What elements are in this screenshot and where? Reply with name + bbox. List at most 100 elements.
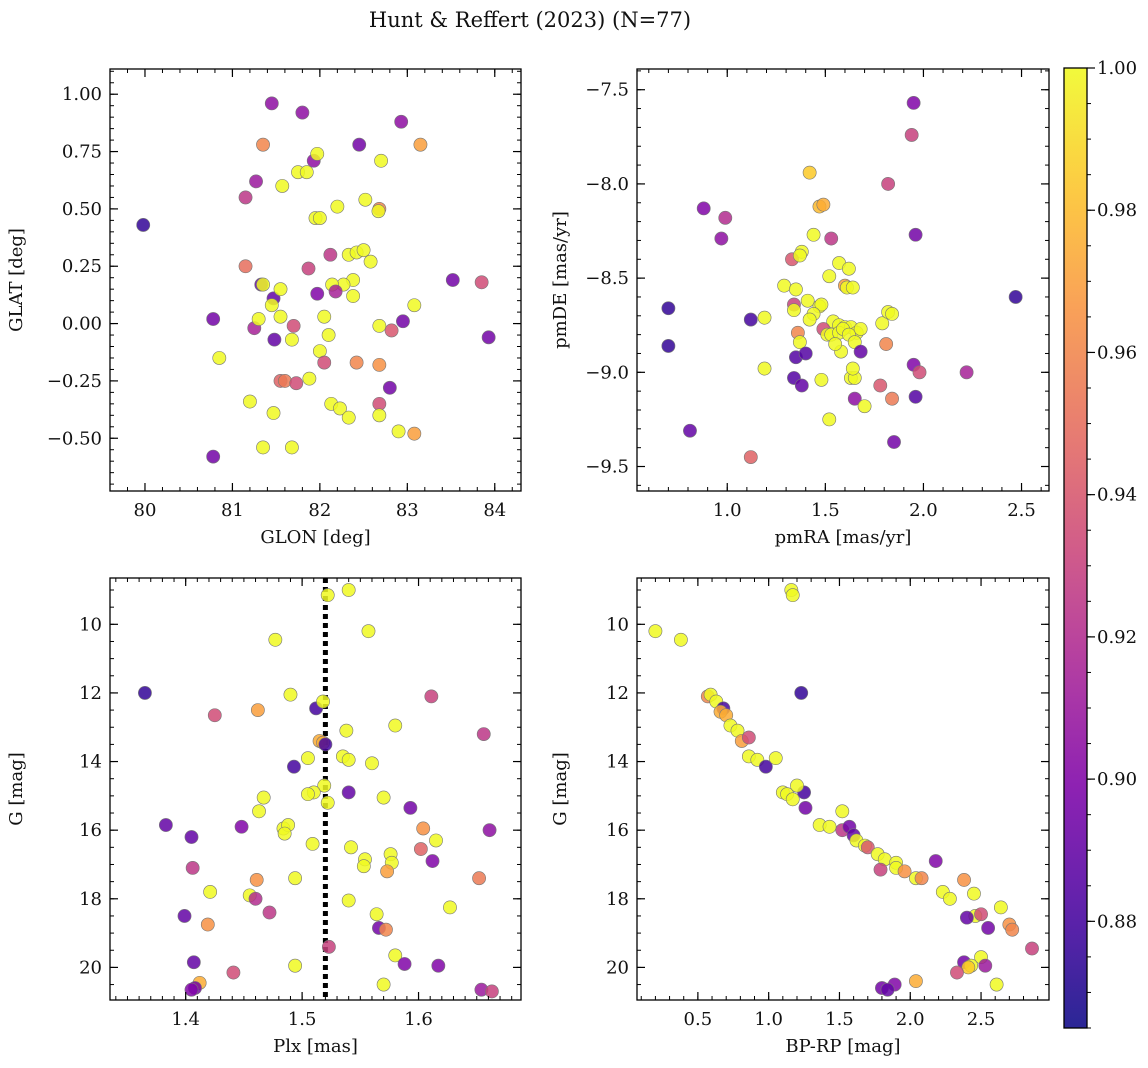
data-point [320, 588, 335, 603]
data-point [413, 137, 428, 152]
data-point [959, 910, 974, 925]
data-point [289, 376, 304, 391]
data-point [445, 273, 460, 287]
data-point [184, 830, 199, 844]
data-point [787, 303, 801, 318]
data-point [873, 862, 888, 877]
data-point [718, 210, 733, 225]
data-point [358, 192, 373, 207]
data-point [273, 282, 288, 297]
data-point [341, 583, 356, 597]
data-point [814, 297, 829, 312]
data-point [416, 821, 431, 836]
data-point [310, 146, 325, 161]
data-point [482, 823, 497, 838]
figure-title: Hunt & Reffert (2023) (N=77) [369, 8, 691, 32]
data-point [302, 371, 317, 386]
plot-frame [636, 577, 1050, 1001]
data-point [346, 289, 361, 303]
data-point [1005, 922, 1020, 937]
data-point [382, 380, 397, 395]
y-tick-label: 10 [79, 614, 102, 635]
data-point [407, 426, 422, 441]
x-tick-label: 2.0 [896, 1009, 925, 1030]
y-tick-label: −9.5 [585, 457, 629, 478]
data-point [256, 277, 270, 292]
data-point [136, 218, 151, 232]
data-point [822, 269, 837, 284]
data-point [857, 399, 872, 414]
data-point [741, 730, 756, 745]
y-tick-label: 16 [606, 820, 629, 841]
data-point [295, 105, 310, 120]
data-point [758, 759, 773, 774]
data-point [267, 332, 282, 347]
x-axis-label: BP-RP [mag] [785, 1036, 900, 1057]
data-point [661, 301, 676, 316]
data-point [344, 840, 358, 855]
data-point [251, 312, 266, 326]
data-point [714, 231, 729, 246]
data-point [661, 339, 676, 353]
data-point [283, 687, 298, 702]
plot-frame [109, 68, 522, 492]
colorbar: 0.88 0.90 0.92 0.94 0.96 0.98 1.00 [1063, 58, 1137, 1029]
data-point [249, 174, 263, 189]
data-point [853, 322, 868, 336]
data-point [885, 307, 899, 321]
x-tick-label: 80 [134, 500, 157, 521]
y-tick-label: 0.75 [62, 142, 102, 163]
data-point [875, 316, 890, 331]
x-tick-label: 1.0 [754, 1009, 783, 1030]
data-point [301, 261, 316, 276]
data-point [950, 965, 964, 980]
data-point [957, 873, 971, 887]
data-point [212, 351, 227, 365]
data-point [328, 284, 343, 299]
data-point [794, 378, 809, 393]
data-point [961, 960, 976, 975]
data-point [981, 921, 996, 935]
data-point [371, 204, 386, 219]
data-point [822, 412, 837, 427]
x-tick-label: 81 [221, 500, 244, 521]
data-point [777, 278, 792, 293]
data-point [794, 686, 809, 700]
data-point [277, 826, 292, 841]
data-point [397, 957, 412, 971]
data-point [206, 312, 221, 326]
data-point [316, 694, 330, 709]
data-point [226, 965, 241, 980]
data-point [472, 871, 486, 886]
data-point [897, 864, 912, 879]
y-tick-label: −7.5 [585, 80, 629, 101]
data-point [906, 96, 921, 110]
y-tick-label: 12 [79, 683, 102, 704]
data-point [835, 804, 850, 819]
data-point [376, 790, 391, 805]
data-point [484, 984, 499, 999]
x-tick-label: 2.5 [1007, 500, 1036, 521]
data-point [648, 624, 663, 639]
data-point [184, 982, 199, 997]
data-point [802, 165, 817, 180]
data-point [388, 948, 403, 963]
data-point [792, 335, 807, 350]
data-points [138, 578, 499, 1000]
data-point [806, 227, 821, 242]
data-point [379, 922, 393, 937]
data-point [284, 440, 299, 455]
data-point [256, 440, 270, 455]
data-point [299, 165, 314, 180]
y-tick-label: 1.00 [62, 84, 102, 105]
data-point [887, 435, 901, 449]
panel-propermotion: 1.0 1.5 2.0 2.5 −9.5 −9.0 −8.5 −8.0 −7.5 pmRA [ma… [550, 68, 1050, 548]
data-point [312, 211, 327, 225]
data-points [136, 96, 496, 464]
data-point [885, 391, 899, 406]
data-point [785, 792, 800, 807]
data-point [847, 391, 862, 406]
x-tick-label: 84 [483, 500, 506, 521]
data-point [317, 778, 332, 793]
y-axis-label: G [mag] [550, 752, 571, 825]
